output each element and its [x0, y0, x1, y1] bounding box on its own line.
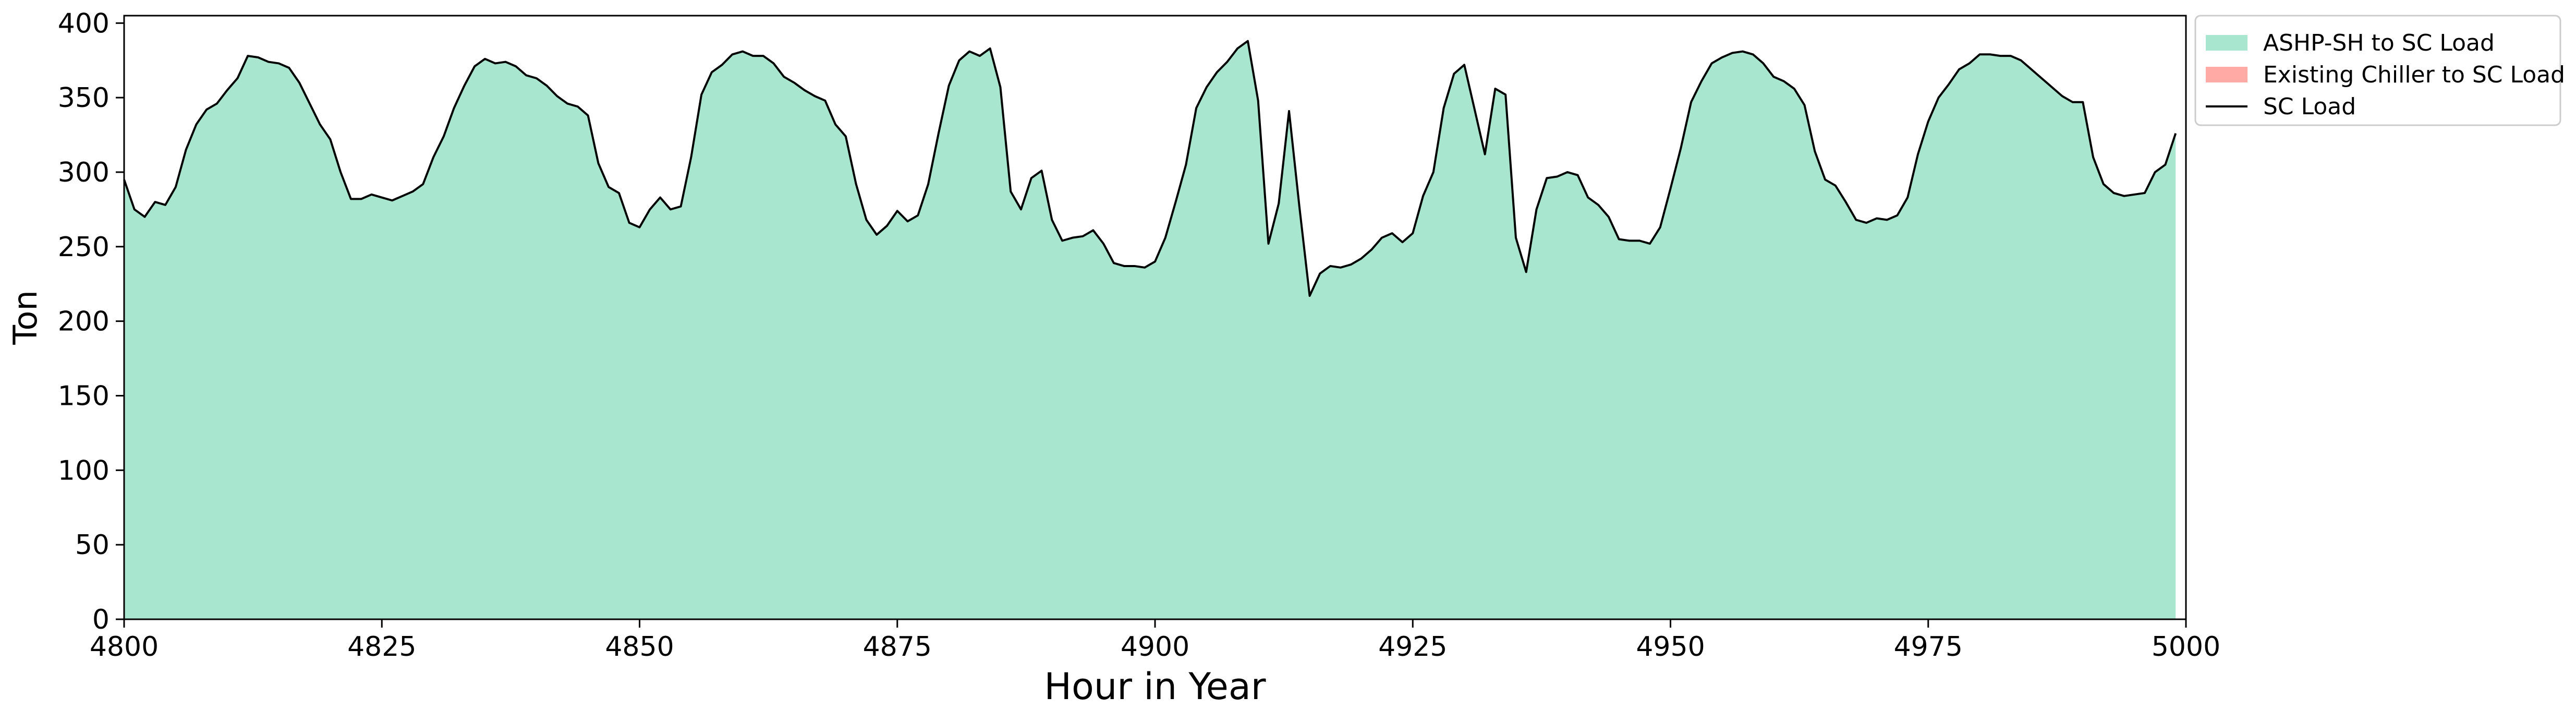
plot-frame — [123, 15, 2187, 620]
y-tick-label: 400 — [58, 8, 110, 39]
legend-label: Existing Chiller to SC Load — [2263, 62, 2565, 88]
y-tick-label: 200 — [58, 306, 110, 338]
y-axis-label: Ton — [6, 290, 44, 345]
y-tick-label: 150 — [58, 380, 110, 412]
y-tick-label: 50 — [75, 530, 110, 561]
legend-label: ASHP-SH to SC Load — [2263, 30, 2495, 56]
y-tick-label: 0 — [92, 604, 110, 635]
x-tick-label: 4825 — [347, 631, 416, 663]
plot-area — [123, 40, 2177, 619]
legend: ASHP-SH to SC Load Existing Chiller to SC… — [2194, 15, 2565, 126]
series-area-0 — [124, 41, 2176, 619]
y-tick-label: 100 — [58, 455, 110, 486]
legend-swatch — [2206, 35, 2247, 51]
x-tick-label: 4900 — [1121, 631, 1189, 663]
series-line-2 — [123, 40, 2177, 297]
x-tick-label: 4925 — [1378, 631, 1447, 663]
x-tick-label: 4975 — [1894, 631, 1963, 663]
y-tick-label: 250 — [58, 232, 110, 263]
legend-label: SC Load — [2263, 93, 2356, 120]
x-tick-label: 4800 — [90, 631, 159, 663]
x-tick-label: 5000 — [2152, 631, 2220, 663]
legend-box — [2194, 15, 2561, 126]
legend-swatch — [2206, 67, 2247, 82]
y-axis: 0 50 100 150 200 250 300 350 400 — [58, 8, 124, 635]
x-axis-label: Hour in Year — [1044, 665, 1266, 708]
y-tick-label: 350 — [58, 82, 110, 114]
y-tick-label: 300 — [58, 157, 110, 188]
x-axis: 4800 4825 4850 4875 4900 4925 4950 4975 5000 — [90, 619, 2220, 663]
x-tick-label: 4850 — [605, 631, 674, 663]
x-tick-label: 4950 — [1636, 631, 1705, 663]
x-tick-label: 4875 — [863, 631, 932, 663]
